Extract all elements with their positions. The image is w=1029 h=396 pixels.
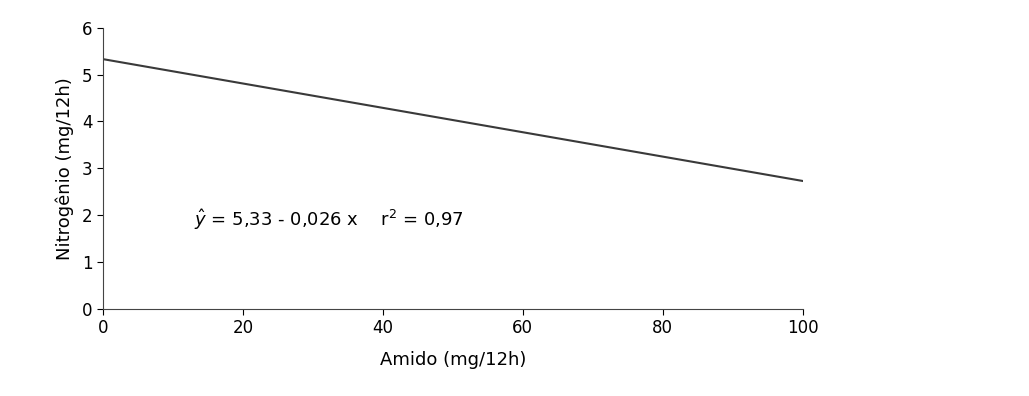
Text: $\hat{y}$ = 5,33 - 0,026 x    r$^{2}$ = 0,97: $\hat{y}$ = 5,33 - 0,026 x r$^{2}$ = 0,9… xyxy=(193,207,463,232)
Y-axis label: Nitrogênio (mg/12h): Nitrogênio (mg/12h) xyxy=(55,77,73,260)
X-axis label: Amido (mg/12h): Amido (mg/12h) xyxy=(380,351,526,369)
